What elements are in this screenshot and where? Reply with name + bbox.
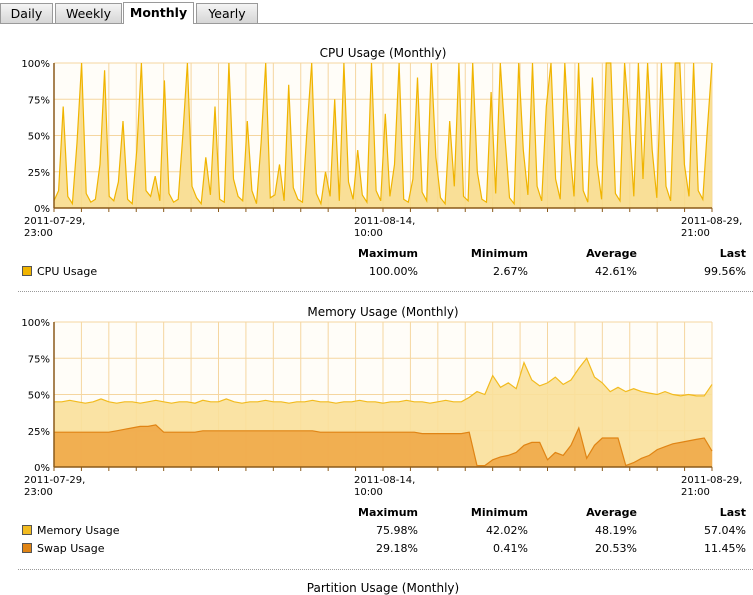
memory-legend-item: Memory Usage	[22, 524, 120, 537]
memory-legend-swatch	[22, 525, 32, 535]
memory-ytick-label: 75%	[28, 354, 50, 365]
partition-chart-title: Partition Usage (Monthly)	[306, 581, 460, 595]
section-divider	[18, 291, 753, 292]
swap-average-value: 20.53%	[595, 542, 637, 555]
cpu-legend-item: CPU Usage	[22, 265, 97, 278]
swap-usage-area	[54, 424, 712, 467]
memory-chart: 0% 25% 50% 75% 100%	[21, 318, 713, 474]
memory-usage-line	[54, 357, 713, 404]
cpu-last-value: 99.56%	[704, 265, 746, 278]
memory-xtick-start: 2011-07-29, 23:00	[24, 475, 86, 498]
cpu-header-last: Last	[719, 247, 746, 260]
memory-maximum-value: 75.98%	[376, 524, 418, 537]
period-tabs: Daily Weekly Monthly Yearly	[0, 0, 753, 24]
swap-legend-label: Swap Usage	[37, 542, 105, 555]
memory-legend-label: Memory Usage	[37, 524, 120, 537]
swap-minimum-value: 0.41%	[493, 542, 528, 555]
swap-maximum-value: 29.18%	[376, 542, 418, 555]
memory-average-value: 48.19%	[595, 524, 637, 537]
cpu-chart: 0% 25% 50% 75% 100%	[21, 59, 713, 215]
memory-header-maximum: Maximum	[358, 506, 418, 519]
memory-last-value: 57.04%	[704, 524, 746, 537]
swap-last-value: 11.45%	[704, 542, 746, 555]
tab-daily[interactable]: Daily	[0, 3, 53, 23]
cpu-xtick-end: 2011-08-29, 21:00	[681, 216, 743, 239]
memory-ytick-label: 0%	[34, 463, 50, 474]
memory-ytick-label: 25%	[28, 427, 50, 438]
cpu-xtick-mid: 2011-08-14, 10:00	[354, 216, 416, 239]
swap-legend-swatch	[22, 543, 32, 553]
cpu-ytick-label: 25%	[28, 168, 50, 179]
memory-xtick-mid: 2011-08-14, 10:00	[354, 475, 416, 498]
memory-ytick-label: 100%	[21, 318, 50, 329]
cpu-ytick-label: 0%	[34, 204, 50, 215]
memory-header-minimum: Minimum	[470, 506, 528, 519]
cpu-average-value: 42.61%	[595, 265, 637, 278]
cpu-usage-line	[53, 62, 713, 206]
cpu-header-minimum: Minimum	[470, 247, 528, 260]
memory-xtick-end: 2011-08-29, 21:00	[681, 475, 743, 498]
cpu-ytick-label: 50%	[28, 132, 50, 143]
cpu-header-average: Average	[586, 247, 637, 260]
cpu-maximum-value: 100.00%	[369, 265, 418, 278]
swap-legend-item: Swap Usage	[22, 542, 104, 555]
cpu-ytick-label: 75%	[28, 95, 50, 106]
tabs-baseline	[0, 23, 753, 24]
memory-ytick-label: 50%	[28, 391, 50, 402]
memory-header-last: Last	[719, 506, 746, 519]
tab-monthly[interactable]: Monthly	[123, 2, 194, 24]
tab-yearly[interactable]: Yearly	[196, 3, 258, 23]
memory-header-average: Average	[586, 506, 637, 519]
memory-minimum-value: 42.02%	[486, 524, 528, 537]
tab-weekly[interactable]: Weekly	[55, 3, 122, 23]
cpu-xtick-start: 2011-07-29, 23:00	[24, 216, 86, 239]
memory-chart-title: Memory Usage (Monthly)	[307, 305, 459, 319]
cpu-minimum-value: 2.67%	[493, 265, 528, 278]
cpu-ytick-label: 100%	[21, 59, 50, 70]
cpu-legend-label: CPU Usage	[37, 265, 98, 278]
cpu-header-maximum: Maximum	[358, 247, 418, 260]
cpu-legend-swatch	[22, 266, 32, 276]
swap-usage-line	[54, 424, 713, 467]
section-divider	[18, 569, 753, 570]
cpu-chart-title: CPU Usage (Monthly)	[319, 46, 447, 60]
